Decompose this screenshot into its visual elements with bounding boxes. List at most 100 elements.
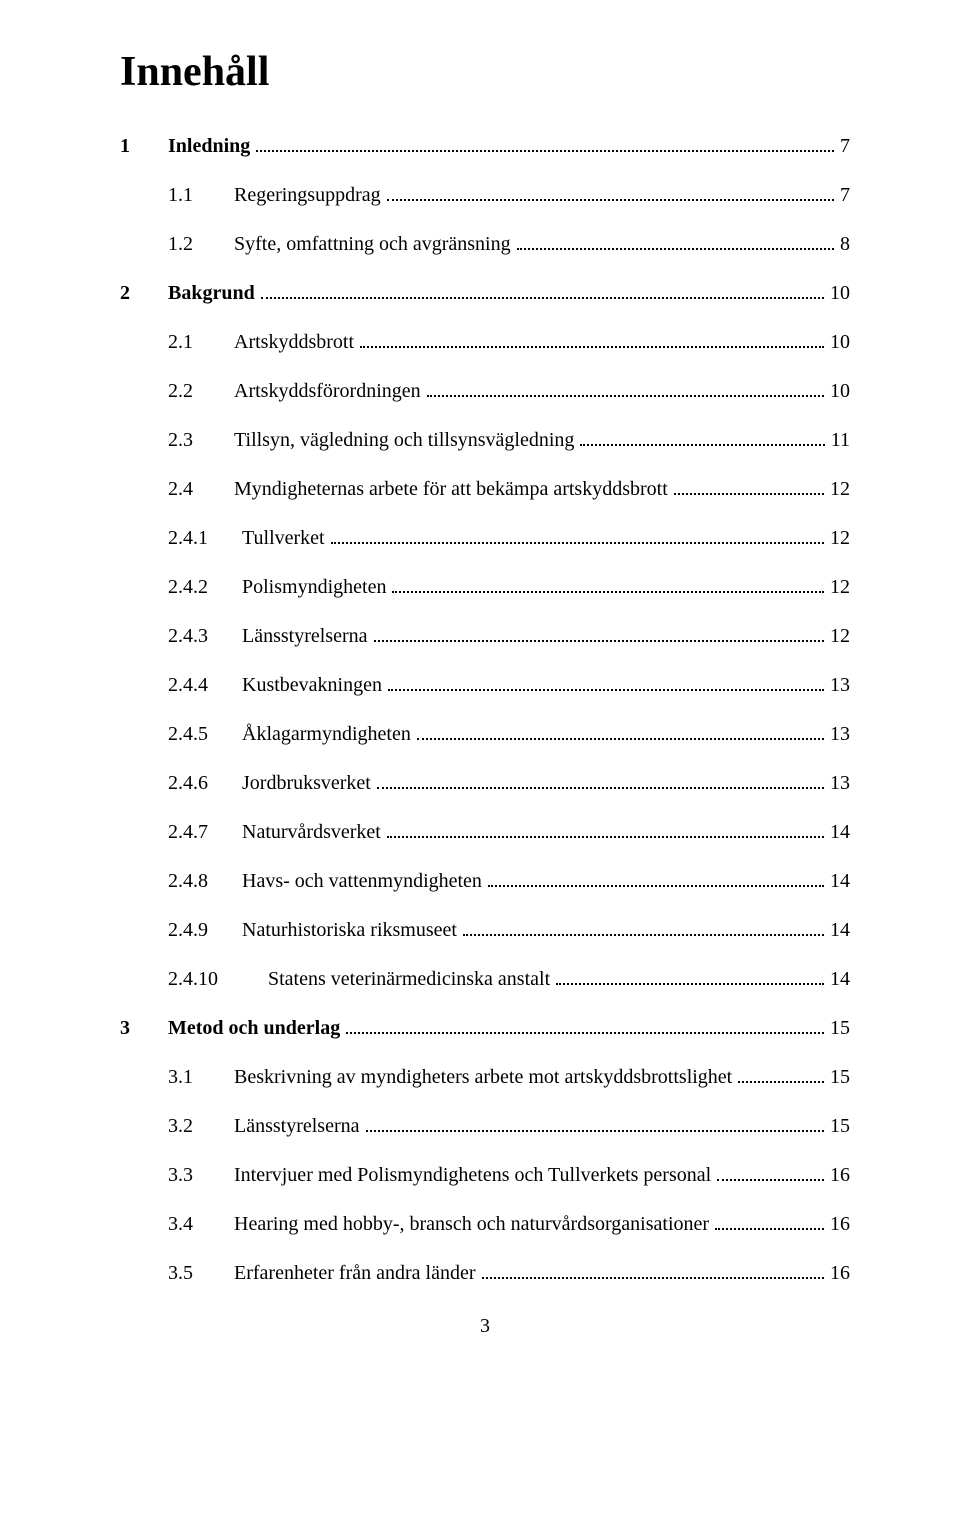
toc-leader [417,726,824,740]
toc-label: Statens veterinärmedicinska anstalt [268,967,550,991]
toc-label: Länsstyrelserna [234,1114,360,1138]
toc-label: Polismyndigheten [242,575,386,599]
toc-number: 2 [120,281,168,305]
toc-number: 3 [120,1016,168,1040]
toc-row[interactable]: 2.3Tillsyn, vägledning och tillsynsvägle… [120,428,850,452]
toc-leader [256,138,834,152]
toc-number: 3.3 [168,1163,234,1187]
toc-row[interactable]: 3.2Länsstyrelserna 15 [120,1114,850,1138]
toc-label: Naturhistoriska riksmuseet [242,918,457,942]
toc-number: 3.1 [168,1065,234,1089]
page-title: Innehåll [120,48,850,96]
toc-number: 2.4.1 [168,526,242,550]
toc-row[interactable]: 2.4.1Tullverket 12 [120,526,850,550]
toc-row[interactable]: 2.4.3Länsstyrelserna 12 [120,624,850,648]
toc-page: 12 [830,624,850,648]
toc-leader [674,481,824,495]
toc-leader [717,1167,824,1181]
toc-label: Regeringsuppdrag [234,183,381,207]
toc-page: 10 [830,379,850,403]
toc-row[interactable]: 2.4.10Statens veterinärmedicinska anstal… [120,967,850,991]
toc-label: Erfarenheter från andra länder [234,1261,476,1285]
toc-number: 1.1 [168,183,234,207]
toc-number: 2.4.8 [168,869,242,893]
toc-label: Havs- och vattenmyndigheten [242,869,482,893]
toc-row[interactable]: 3Metod och underlag 15 [120,1016,850,1040]
toc-number: 2.4.3 [168,624,242,648]
toc-number: 2.4 [168,477,234,501]
toc-leader [261,285,824,299]
toc-leader [387,187,834,201]
toc-number: 1 [120,134,168,158]
toc-number: 2.4.10 [168,967,268,991]
toc-number: 2.4.4 [168,673,242,697]
toc-page: 15 [830,1016,850,1040]
toc-page: 7 [840,183,850,207]
toc-label: Syfte, omfattning och avgränsning [234,232,511,256]
toc-leader [388,677,824,691]
toc-page: 15 [830,1065,850,1089]
toc-number: 2.1 [168,330,234,354]
toc-row[interactable]: 3.1Beskrivning av myndigheters arbete mo… [120,1065,850,1089]
toc-page: 12 [830,477,850,501]
toc-row[interactable]: 2Bakgrund 10 [120,281,850,305]
toc-number: 2.3 [168,428,234,452]
toc-label: Artskyddsbrott [234,330,354,354]
toc-page: 13 [830,722,850,746]
toc-page: 14 [830,918,850,942]
toc-row[interactable]: 3.4Hearing med hobby-, bransch och natur… [120,1212,850,1236]
toc-row[interactable]: 1.1Regeringsuppdrag 7 [120,183,850,207]
toc-row[interactable]: 3.3Intervjuer med Polismyndighetens och … [120,1163,850,1187]
toc-row[interactable]: 2.4Myndigheternas arbete för att bekämpa… [120,477,850,501]
toc-page: 14 [830,869,850,893]
toc-leader [556,971,824,985]
toc-leader [488,873,824,887]
toc-row[interactable]: 1Inledning 7 [120,134,850,158]
table-of-contents: 1Inledning 7 1.1Regeringsuppdrag 7 1.2Syft… [120,134,850,1285]
toc-page: 16 [830,1212,850,1236]
toc-page: 16 [830,1163,850,1187]
toc-page: 13 [830,771,850,795]
toc-leader [360,334,824,348]
toc-leader [517,236,834,250]
toc-page: 14 [830,967,850,991]
toc-number: 2.4.6 [168,771,242,795]
toc-label: Länsstyrelserna [242,624,368,648]
toc-row[interactable]: 2.4.5Åklagarmyndigheten 13 [120,722,850,746]
toc-row[interactable]: 2.2Artskyddsförordningen 10 [120,379,850,403]
toc-row[interactable]: 2.4.4Kustbevakningen 13 [120,673,850,697]
toc-label: Intervjuer med Polismyndighetens och Tul… [234,1163,711,1187]
toc-number: 2.4.5 [168,722,242,746]
toc-leader [738,1069,824,1083]
page-footer-number: 3 [120,1315,850,1338]
toc-leader [331,530,824,544]
toc-row[interactable]: 2.4.6Jordbruksverket 13 [120,771,850,795]
toc-label: Bakgrund [168,281,255,305]
toc-leader [346,1020,824,1034]
toc-row[interactable]: 2.4.7Naturvårdsverket 14 [120,820,850,844]
toc-number: 2.4.9 [168,918,242,942]
toc-leader [377,775,824,789]
toc-leader [387,824,824,838]
toc-row[interactable]: 2.4.2Polismyndigheten 12 [120,575,850,599]
toc-label: Naturvårdsverket [242,820,381,844]
toc-row[interactable]: 1.2Syfte, omfattning och avgränsning 8 [120,232,850,256]
toc-leader [463,922,824,936]
toc-label: Myndigheternas arbete för att bekämpa ar… [234,477,668,501]
toc-number: 2.4.2 [168,575,242,599]
toc-page: 10 [830,281,850,305]
toc-leader [580,432,824,446]
toc-row[interactable]: 2.1Artskyddsbrott 10 [120,330,850,354]
toc-row[interactable]: 2.4.9Naturhistoriska riksmuseet 14 [120,918,850,942]
toc-label: Hearing med hobby-, bransch och naturvår… [234,1212,709,1236]
toc-number: 1.2 [168,232,234,256]
toc-page: 12 [830,526,850,550]
toc-leader [482,1265,824,1279]
toc-page: 10 [830,330,850,354]
toc-row[interactable]: 2.4.8Havs- och vattenmyndigheten 14 [120,869,850,893]
toc-page: 13 [830,673,850,697]
toc-leader [427,383,824,397]
toc-row[interactable]: 3.5Erfarenheter från andra länder 16 [120,1261,850,1285]
toc-page: 11 [831,428,850,452]
toc-page: 16 [830,1261,850,1285]
